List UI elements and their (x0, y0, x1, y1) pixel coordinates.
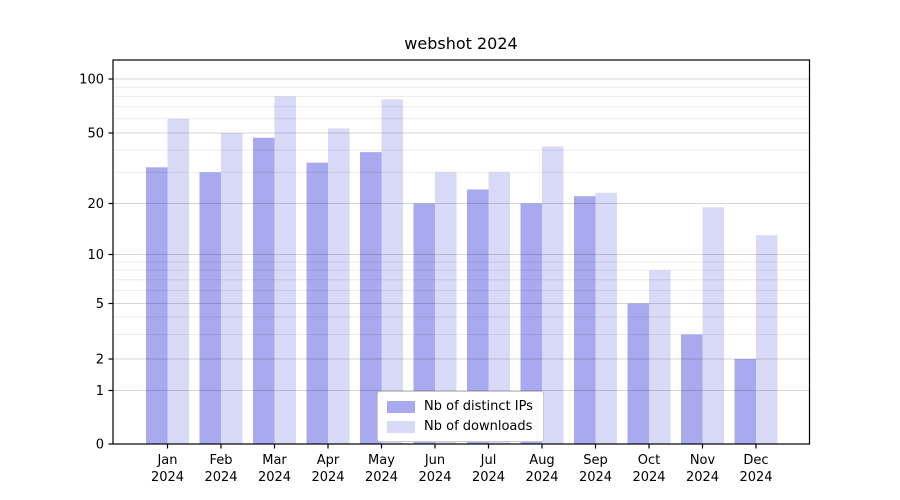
x-tick-label-mar: Mar (262, 453, 287, 468)
bar-distinct-ips-jan (146, 167, 168, 444)
bar-downloads-feb (221, 133, 243, 444)
x-tick-label-jun: Jun (424, 453, 445, 468)
legend-swatch-downloads-icon (387, 420, 415, 433)
x-tick-label-nov-year: 2024 (686, 470, 719, 485)
bar-downloads-jul (488, 172, 510, 444)
bar-downloads-mar (274, 96, 296, 444)
bar-distinct-ips-apr (306, 162, 328, 444)
bar-downloads-apr (328, 128, 350, 445)
bar-distinct-ips-jul (467, 189, 489, 444)
x-tick-label-jun-year: 2024 (418, 470, 451, 485)
bar-downloads-aug (542, 146, 564, 444)
x-tick-label-sep: Sep (583, 453, 608, 468)
x-tick-label-sep-year: 2024 (579, 470, 612, 485)
x-tick-label-feb: Feb (209, 453, 232, 468)
y-tick-label-2: 2 (96, 353, 104, 368)
x-tick-label-jul-year: 2024 (472, 470, 505, 485)
legend: Nb of distinct IPs Nb of downloads (377, 391, 544, 442)
bar-downloads-jan (167, 118, 189, 444)
y-tick-label-100: 100 (79, 73, 104, 88)
bar-distinct-ips-may (360, 152, 382, 445)
bar-distinct-ips-aug (520, 203, 542, 444)
bar-distinct-ips-nov (681, 334, 703, 444)
x-tick-label-may: May (368, 453, 395, 468)
y-tick-label-0: 0 (96, 438, 104, 453)
x-tick-label-apr-year: 2024 (311, 470, 344, 485)
bar-downloads-oct (649, 270, 671, 444)
y-tick-label-20: 20 (87, 197, 104, 212)
legend-swatch-distinct-ips-icon (387, 400, 415, 413)
bar-downloads-jun (435, 172, 457, 444)
y-tick-label-1: 1 (96, 384, 104, 399)
x-tick-label-apr: Apr (317, 453, 340, 468)
y-tick-label-10: 10 (87, 248, 104, 263)
x-tick-label-may-year: 2024 (365, 470, 398, 485)
bar-downloads-may (381, 99, 403, 445)
legend-label-downloads: Nb of downloads (424, 419, 533, 434)
bar-downloads-nov (702, 207, 724, 444)
y-tick-label-50: 50 (87, 127, 104, 142)
x-tick-label-oct: Oct (638, 453, 660, 468)
x-tick-label-jan-year: 2024 (151, 470, 184, 485)
bar-distinct-ips-jun (413, 203, 435, 444)
x-tick-label-oct-year: 2024 (632, 470, 665, 485)
bar-distinct-ips-sep (574, 196, 596, 444)
bar-distinct-ips-feb (199, 172, 221, 444)
legend-item-downloads: Nb of downloads (387, 419, 533, 434)
x-tick-label-dec-year: 2024 (739, 470, 772, 485)
x-tick-label-mar-year: 2024 (258, 470, 291, 485)
x-tick-label-dec: Dec (743, 453, 768, 468)
y-tick-label-5: 5 (96, 297, 104, 312)
x-tick-label-aug-year: 2024 (525, 470, 558, 485)
x-tick-label-jan: Jan (156, 453, 177, 468)
bar-distinct-ips-dec (734, 359, 756, 444)
x-tick-label-jul: Jul (480, 453, 497, 468)
x-tick-label-feb-year: 2024 (204, 470, 237, 485)
legend-item-distinct-ips: Nb of distinct IPs (387, 399, 533, 414)
bar-distinct-ips-oct (627, 303, 649, 444)
plot-border (112, 59, 811, 445)
legend-label-distinct-ips: Nb of distinct IPs (424, 399, 533, 414)
chart-title: webshot 2024 (404, 34, 518, 53)
bar-downloads-sep (595, 192, 617, 444)
bar-distinct-ips-mar (253, 137, 275, 444)
x-tick-label-nov: Nov (690, 453, 716, 468)
bar-downloads-dec (756, 235, 778, 444)
x-tick-label-aug: Aug (529, 453, 554, 468)
